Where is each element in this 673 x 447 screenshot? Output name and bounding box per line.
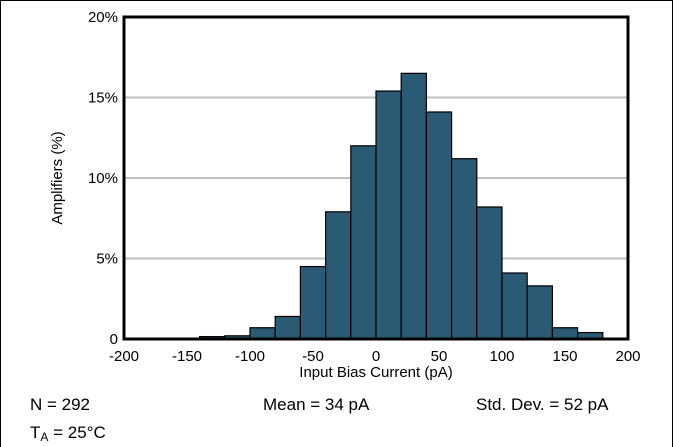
histogram-bar [249, 327, 276, 340]
histogram-bar [425, 111, 453, 340]
x-tick-label: 150 [552, 348, 577, 365]
x-tick-label: 100 [489, 348, 514, 365]
x-tick-label: 200 [615, 348, 640, 365]
x-tick-label: 50 [431, 348, 448, 365]
x-tick-label: -50 [302, 348, 324, 365]
std-dev-value: Std. Dev. = 52 pA [476, 395, 609, 414]
y-tick-label: 5% [96, 251, 118, 268]
ta-symbol: T [30, 423, 41, 442]
histogram-bar [375, 90, 402, 340]
histogram-bar [299, 265, 327, 340]
ta-subscript: A [40, 430, 49, 444]
x-axis-label: Input Bias Current (pA) [299, 364, 452, 381]
histogram-bar [350, 145, 377, 340]
histogram-bar [274, 315, 302, 340]
y-tick-label: 10% [88, 170, 118, 187]
y-tick-label: 20% [88, 9, 118, 26]
histogram-bar [526, 285, 554, 340]
y-axis-label: Amplifiers (%) [49, 131, 66, 224]
mean-value: Mean = 34 pA [263, 395, 370, 414]
histogram-bar [501, 272, 528, 340]
sample-count: N = 292 [30, 395, 91, 414]
histogram-bar [551, 327, 579, 340]
y-tick-labels: 0 5% 10% 15% 20% [88, 9, 118, 348]
y-tick-label: 15% [88, 90, 118, 107]
histogram-chart: 0 5% 10% 15% 20% -200 -150 -100 -50 0 50 100 150 200… [49, 9, 641, 381]
ambient-temperature: TA = 25°C [30, 423, 106, 444]
histogram-bar [325, 211, 352, 340]
histogram-bar [451, 158, 478, 340]
x-tick-label: -200 [109, 348, 139, 365]
x-tick-label: -100 [235, 348, 265, 365]
x-tick-label: -150 [172, 348, 202, 365]
histogram-bar [476, 206, 503, 340]
y-tick-label: 0 [110, 331, 118, 348]
ta-value: = 25°C [48, 423, 106, 442]
histogram-bars [123, 72, 604, 340]
x-tick-labels: -200 -150 -100 -50 0 50 100 150 200 [109, 348, 641, 365]
histogram-bar [400, 72, 428, 340]
plot-border [122, 15, 630, 341]
x-tick-label: 0 [372, 348, 380, 365]
